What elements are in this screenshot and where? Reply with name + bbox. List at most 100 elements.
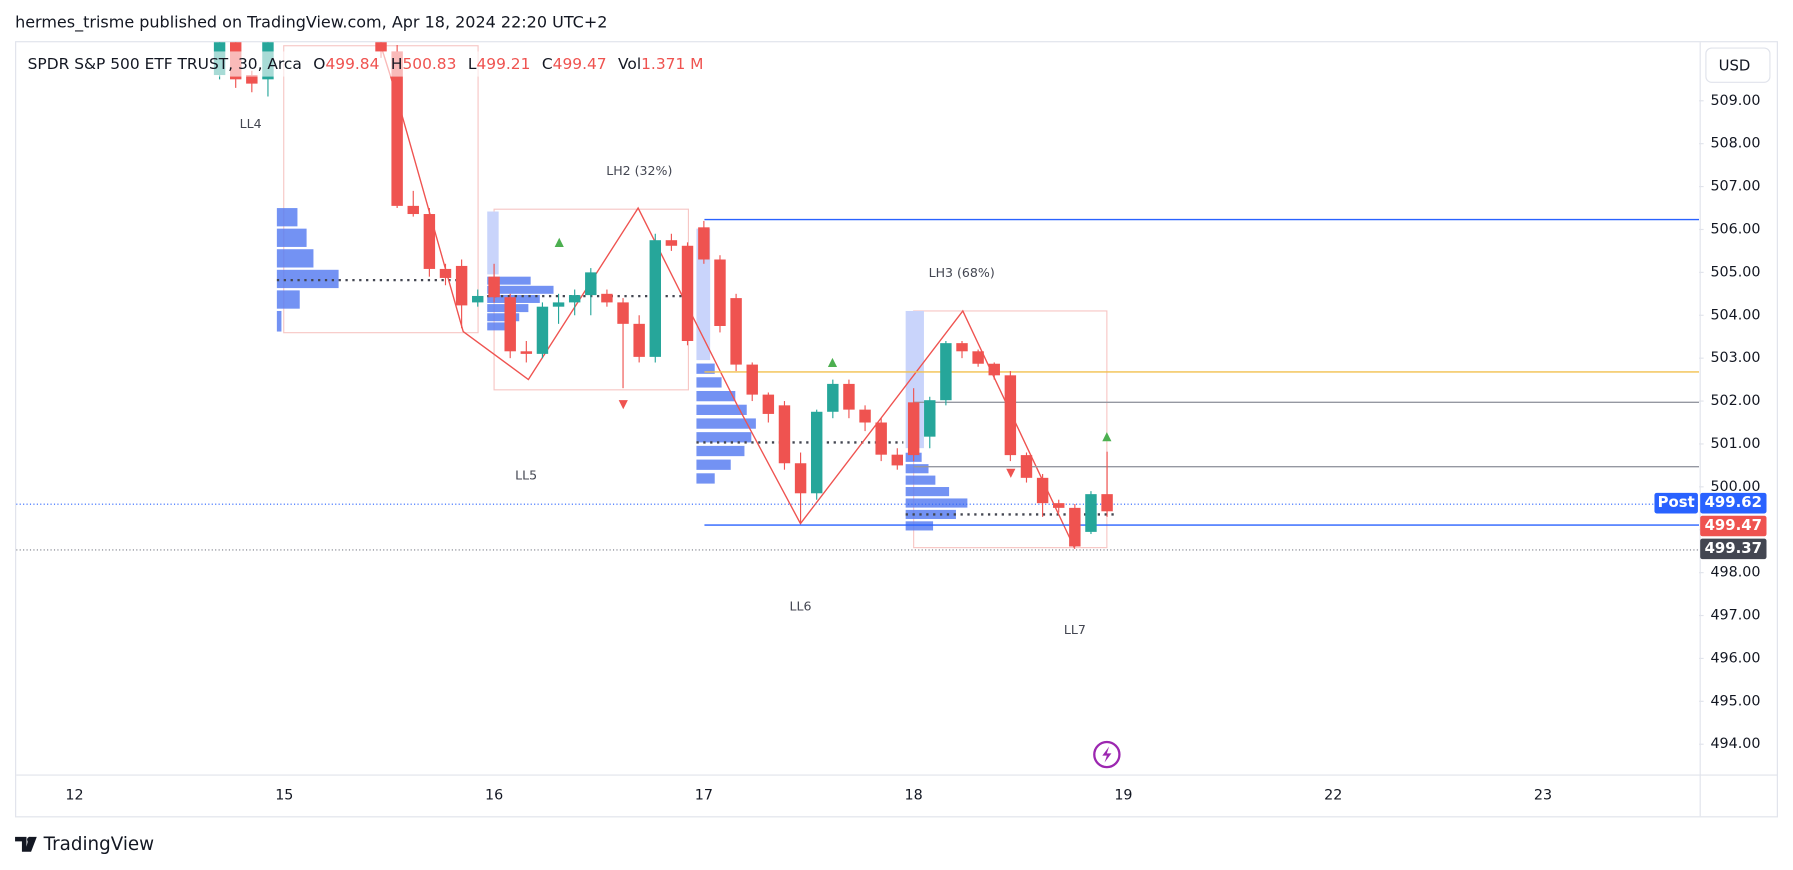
legend-item: 1.371 M [641,55,703,73]
candle-body [875,422,887,455]
candle-body [1101,494,1113,512]
candle-body [907,402,920,456]
candle-body [1069,507,1081,547]
y-tick-label: 503.00 [1710,350,1760,366]
candle-body [698,227,710,260]
legend-item: Vol [618,55,641,73]
candle-body [1036,477,1049,504]
candle-body [585,272,597,296]
candle-body [633,323,645,357]
x-tick-label: 16 [485,788,503,804]
y-tick-label: 509.00 [1710,93,1760,109]
candle-body [439,268,452,278]
candle-body [488,276,500,298]
y-tick-label: 494.00 [1710,736,1760,752]
x-tick-label: 19 [1114,788,1132,804]
legend-item: 499.21 [476,55,530,73]
y-tick-label: 498.00 [1710,565,1760,581]
down-marker [618,400,628,410]
candle-body [472,295,484,303]
candle-body [940,343,952,401]
x-tick-label: 12 [65,788,83,804]
x-tick-label: 17 [695,788,713,804]
legend-item: L [468,55,477,73]
price-badge [1700,492,1767,514]
candle-body [520,351,533,354]
y-tick-label: 504.00 [1710,307,1760,323]
candle-body [794,463,807,494]
y-tick-label: 496.00 [1710,650,1760,666]
candle-body [778,405,791,464]
candle-body [956,343,968,352]
price-badge [1700,515,1767,537]
price-badge-tag [1654,492,1698,514]
candle-body [601,293,613,303]
y-tick-label: 506.00 [1710,221,1760,237]
legend: SPDR S&P 500 ETF TRUST, 30, Arca O499.84 H… [23,51,710,77]
up-marker [827,357,838,367]
candle-body [714,259,726,326]
currency[interactable]: USD [1719,56,1751,74]
pivot-label: LL4 [240,116,262,131]
decorations [16,45,1700,551]
candle-body [859,409,871,423]
candle-body [536,306,549,354]
candle-body [1085,494,1097,532]
y-tick-label: 495.00 [1710,693,1760,709]
price-badge [1700,538,1767,560]
pivot-label: LL6 [789,598,811,613]
candle-body [891,454,904,466]
candle-body [455,265,468,306]
price-badge-text: 499.47 [1705,516,1762,534]
legend-item: C [542,55,553,73]
x-tick-label: 15 [275,788,293,804]
candle-body [423,214,436,269]
up-marker [554,237,564,247]
candle-body [972,351,984,364]
candle-body [1004,375,1017,456]
candle-body [730,298,742,365]
price-badge-text: 499.37 [1705,539,1762,557]
zigzag [380,45,1076,550]
chart-frame [15,41,1778,818]
candle-body [810,411,823,494]
candle-body [375,42,387,52]
x-tick-label: 22 [1324,788,1342,804]
volume-profile [276,208,968,531]
pivot-label: LH3 (68%) [929,265,995,280]
x-tick-label: 18 [905,788,923,804]
y-tick-label: 508.00 [1710,136,1760,152]
candle-body [827,383,839,412]
candle-body [504,297,516,352]
legend-item: O [313,55,325,73]
candle-body [552,302,565,307]
legend-text: SPDR S&P 500 ETF TRUST, 30, Arca O499.84 H… [28,55,704,73]
candle-body [746,364,758,395]
legend-item: 499.47 [553,55,607,73]
logo-dot [27,836,33,843]
footer-brand: TradingView [43,834,155,855]
range-box [283,45,479,334]
pivot-label: LL5 [515,468,537,483]
event-icon[interactable] [1093,740,1121,769]
y-tick-label: 497.00 [1710,608,1760,624]
y-tick-label: 500.00 [1710,479,1760,495]
price-badge-tag-text: Post [1658,493,1695,511]
y-tick-label: 502.00 [1710,393,1760,409]
candle-body [762,394,775,414]
pivot-label: LH2 (32%) [606,163,672,178]
candle-body [568,295,581,303]
candle-body [924,400,936,437]
candle-body [1053,503,1065,508]
poc-lines [276,278,1115,516]
candle-body [988,363,1000,376]
pivot-label: LL7 [1064,622,1086,637]
logo [15,836,37,852]
candle-body [843,383,855,410]
up-marker [1102,432,1112,442]
y-tick-label: 505.00 [1710,264,1760,280]
currency-button[interactable] [1705,47,1771,83]
candles [213,42,1113,547]
